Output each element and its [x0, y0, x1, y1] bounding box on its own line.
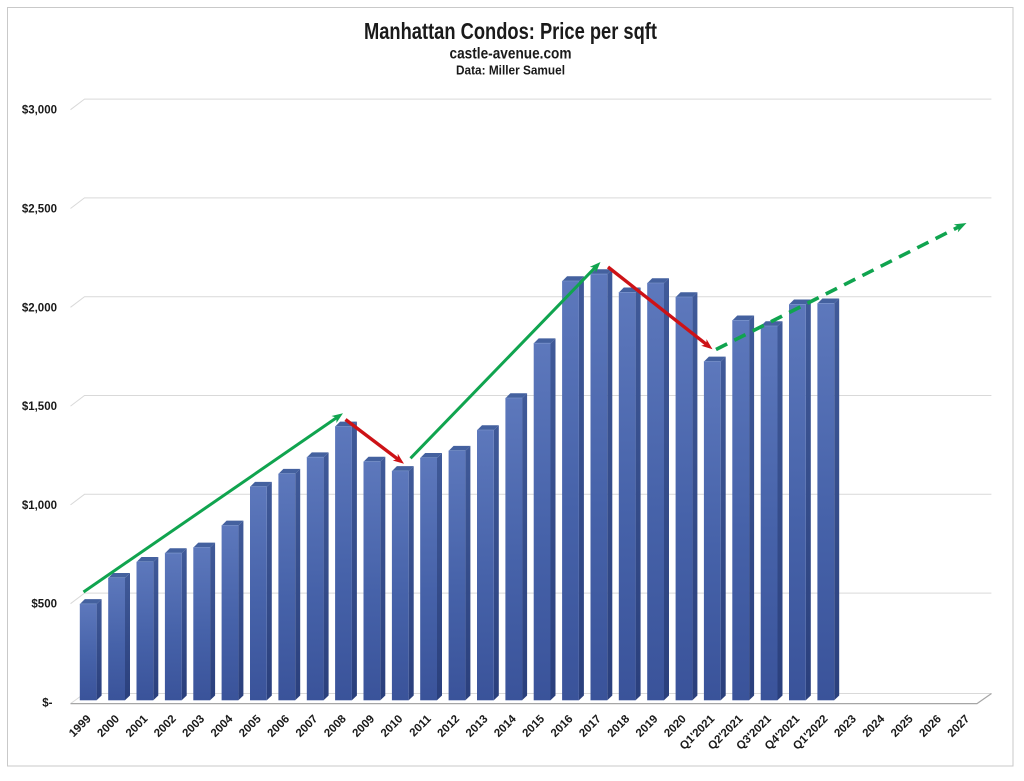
svg-text:$3,000: $3,000 [22, 105, 57, 117]
svg-text:$2,500: $2,500 [22, 204, 57, 216]
svg-text:$-: $- [42, 698, 52, 710]
svg-text:$1,500: $1,500 [22, 401, 57, 413]
svg-text:$500: $500 [31, 599, 57, 611]
svg-text:castle-avenue.com: castle-avenue.com [450, 46, 572, 63]
svg-text:$2,000: $2,000 [22, 302, 57, 314]
svg-text:Data: Miller Samuel: Data: Miller Samuel [456, 63, 565, 78]
svg-text:$1,000: $1,000 [22, 500, 57, 512]
svg-text:Manhattan Condos: Price per sq: Manhattan Condos: Price per sqft [364, 18, 657, 44]
